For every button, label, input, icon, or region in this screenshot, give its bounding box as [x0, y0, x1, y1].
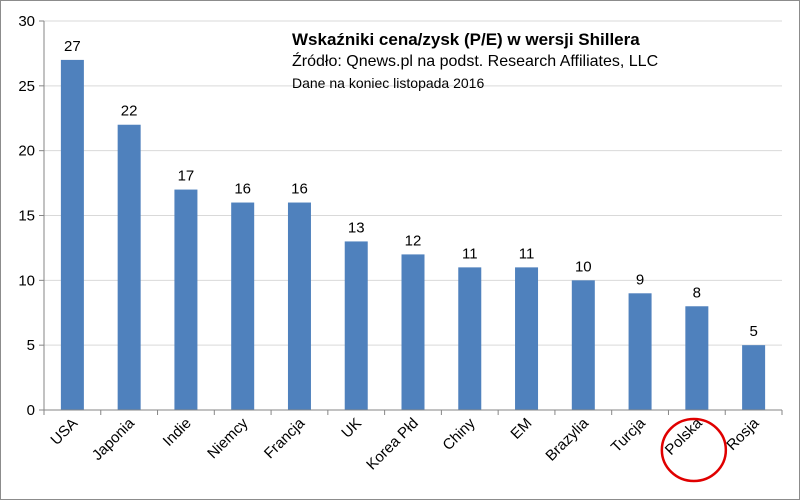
data-label: 16	[234, 181, 251, 198]
x-tick-label: USA	[47, 415, 81, 449]
x-tick-label: EM	[507, 415, 535, 443]
x-tick-label: Francja	[261, 414, 309, 462]
x-tick-label: Niemcy	[204, 414, 252, 462]
bar	[742, 345, 766, 410]
data-label: 27	[64, 38, 81, 55]
y-tick-label: 20	[18, 143, 35, 160]
data-label: 16	[291, 181, 308, 198]
x-tick-label: Japonia	[89, 414, 139, 464]
bar	[60, 59, 84, 411]
x-tick-label: Korea Płd	[363, 415, 422, 474]
data-label: 12	[405, 232, 422, 249]
bars	[60, 59, 766, 411]
x-tick-label: Indie	[160, 415, 195, 450]
y-tick-label: 5	[27, 337, 35, 354]
bar	[174, 189, 198, 410]
x-tick-label: Brazylia	[542, 414, 592, 464]
chart-note: Dane na koniec listopada 2016	[292, 75, 485, 91]
data-label: 13	[348, 219, 365, 236]
data-label: 17	[178, 168, 195, 185]
x-tick-label: Chiny	[439, 414, 478, 453]
y-tick-label: 0	[27, 402, 35, 419]
bar	[458, 267, 482, 410]
x-tick-label: UK	[338, 415, 365, 442]
y-tick-label: 15	[18, 208, 35, 225]
data-label: 5	[749, 323, 757, 340]
gridlines	[44, 20, 782, 346]
x-tick-label: Turcja	[608, 414, 650, 456]
y-tick-label: 10	[18, 272, 35, 289]
highlight	[660, 417, 728, 483]
title-block: Wskaźniki cena/zysk (P/E) w wersji Shill…	[292, 31, 658, 90]
bar	[571, 280, 595, 410]
data-label: 10	[575, 258, 592, 275]
bar	[287, 202, 311, 410]
chart-title: Wskaźniki cena/zysk (P/E) w wersji Shill…	[292, 30, 640, 49]
chart-subtitle: Źródło: Qnews.pl na podst. Research Affi…	[292, 53, 659, 70]
bar	[628, 293, 652, 410]
bar	[231, 202, 255, 410]
y-tick-labels: 0 5 10 15 20 25 30	[18, 13, 35, 419]
bar	[685, 306, 709, 410]
data-label: 9	[636, 271, 644, 288]
bar	[401, 254, 425, 410]
y-tick-label: 25	[18, 78, 35, 95]
data-label: 22	[121, 103, 138, 120]
data-label: 8	[693, 284, 701, 301]
x-tick-label: Rosja	[723, 414, 763, 454]
bar	[515, 267, 539, 410]
bar	[117, 124, 141, 410]
data-label: 11	[462, 245, 478, 262]
bar	[344, 241, 368, 410]
axes	[39, 20, 783, 415]
y-tick-label: 30	[18, 13, 35, 30]
data-labels: 27 22 17 16 16 13 12 11 11 10 9 8 5	[64, 38, 758, 340]
data-label: 11	[519, 245, 535, 262]
highlight-circle	[660, 417, 728, 483]
